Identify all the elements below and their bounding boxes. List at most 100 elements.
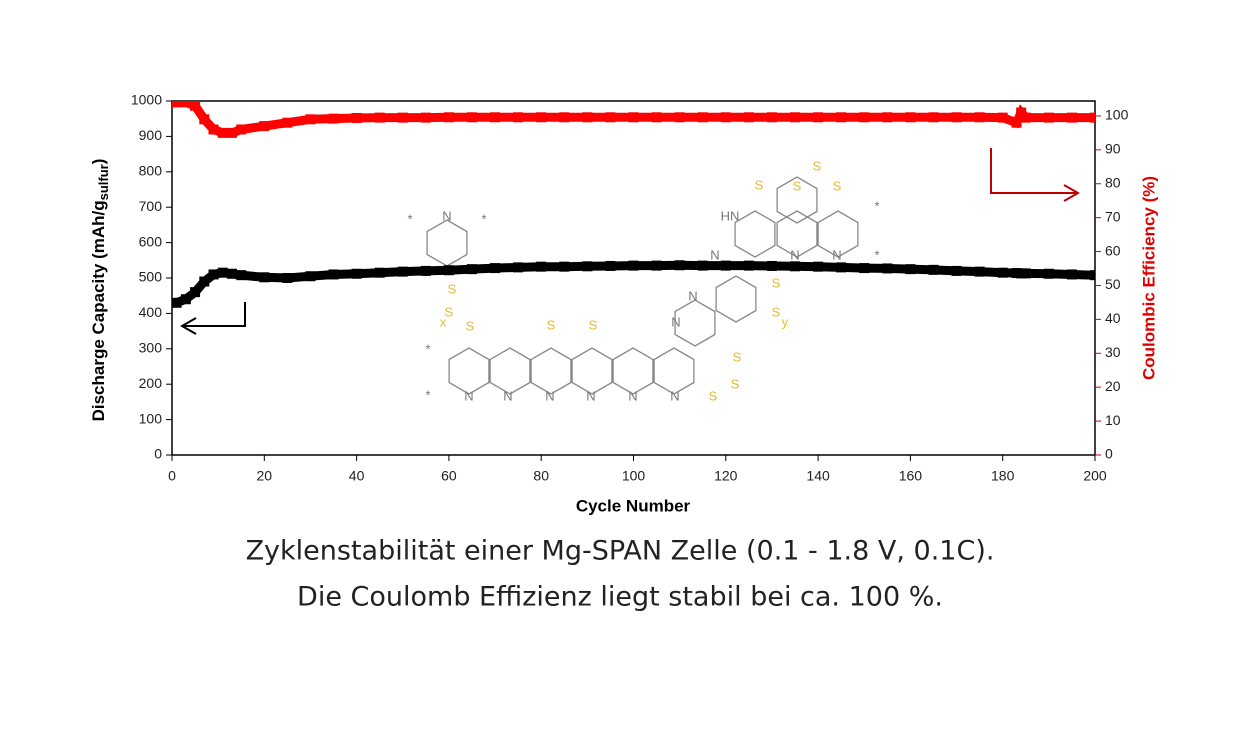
ring <box>489 347 531 395</box>
atom-label: S <box>755 177 764 192</box>
marker <box>974 112 985 123</box>
marker <box>397 266 408 277</box>
marker <box>420 265 431 276</box>
marker <box>190 101 201 111</box>
marker <box>951 112 962 123</box>
marker <box>328 269 339 280</box>
caption-line: Zyklenstabilität einer Mg-SPAN Zelle (0.… <box>246 536 995 567</box>
marker <box>882 112 893 123</box>
marker <box>226 127 237 138</box>
marker <box>951 265 962 276</box>
marker <box>190 287 201 298</box>
marker <box>490 263 501 274</box>
marker <box>1066 269 1077 280</box>
marker <box>208 124 219 135</box>
y-tick-label: 600 <box>139 233 163 249</box>
atom-label: N <box>442 208 451 223</box>
marker <box>226 268 237 279</box>
marker <box>651 260 662 271</box>
marker <box>282 117 293 128</box>
marker <box>1090 270 1095 281</box>
marker <box>172 297 182 308</box>
y-tick-label: 800 <box>139 163 163 179</box>
x-tick-label: 200 <box>1083 468 1107 484</box>
marker <box>351 112 362 123</box>
marker <box>766 260 777 271</box>
ring <box>776 176 818 224</box>
ring <box>734 210 776 258</box>
marker <box>172 101 182 108</box>
y-tick-label: 400 <box>139 304 163 320</box>
x-tick-label: 160 <box>899 468 923 484</box>
atom-label: S <box>813 158 822 173</box>
y-tick-label: 500 <box>139 269 163 285</box>
caption-line: Die Coulomb Effizienz liegt stabil bei c… <box>297 582 943 613</box>
marker <box>628 112 639 123</box>
y2-tick-label: 80 <box>1105 174 1121 190</box>
y2-tick-label: 20 <box>1105 378 1121 394</box>
atom-label: x <box>440 314 447 329</box>
atom-label: S <box>709 388 718 403</box>
marker <box>397 112 408 123</box>
marker <box>180 101 191 108</box>
marker <box>217 267 228 278</box>
y-tick-label: 700 <box>139 198 163 214</box>
marker <box>420 112 431 123</box>
marker <box>374 267 385 278</box>
y2-tick-label: 0 <box>1105 446 1113 462</box>
y2-tick-label: 30 <box>1105 344 1121 360</box>
marker <box>790 112 801 123</box>
ring <box>776 210 818 258</box>
y-label-main: Discharge Capacity (mAh/g <box>89 200 108 421</box>
marker <box>328 113 339 124</box>
marker <box>199 276 210 287</box>
marker <box>536 112 547 123</box>
marker <box>513 262 524 273</box>
marker <box>236 270 247 281</box>
marker <box>790 261 801 272</box>
marker <box>1020 268 1031 279</box>
marker <box>905 264 916 275</box>
y-tick-label: 1000 <box>131 92 162 108</box>
y-tick-label: 900 <box>139 127 163 143</box>
marker <box>743 260 754 271</box>
atom-label: * <box>407 211 412 226</box>
marker <box>305 114 316 125</box>
marker <box>466 112 477 123</box>
atom-label: * <box>425 341 430 356</box>
x-tick-label: 100 <box>622 468 646 484</box>
marker <box>997 112 1008 123</box>
x-tick-label: 40 <box>349 468 365 484</box>
marker <box>928 112 939 123</box>
y2-tick-label: 40 <box>1105 310 1121 326</box>
marker <box>236 124 247 135</box>
marker <box>282 273 293 283</box>
ring <box>817 210 859 258</box>
marker <box>513 112 524 123</box>
y2-tick-label: 100 <box>1105 107 1129 123</box>
marker <box>836 262 847 273</box>
ring <box>530 347 572 395</box>
marker <box>605 260 616 271</box>
marker <box>697 260 708 271</box>
marker <box>813 261 824 272</box>
atom-label: S <box>731 376 740 391</box>
y2-tick-label: 60 <box>1105 242 1121 258</box>
atom-label: S <box>448 281 457 296</box>
x-tick-label: 20 <box>257 468 273 484</box>
ring <box>674 299 716 347</box>
marker <box>1066 112 1077 123</box>
marker <box>443 265 454 276</box>
y2-tick-label: 10 <box>1105 412 1121 428</box>
atom-label: y <box>782 314 789 329</box>
marker <box>374 112 385 123</box>
atom-label: S <box>589 317 598 332</box>
y-label-sub: sulfur <box>96 164 111 200</box>
atom-label: S <box>833 178 842 193</box>
marker <box>351 268 362 279</box>
marker <box>259 121 270 132</box>
marker <box>813 112 824 123</box>
atom-label: N <box>464 388 473 403</box>
x-tick-label: 80 <box>533 468 549 484</box>
